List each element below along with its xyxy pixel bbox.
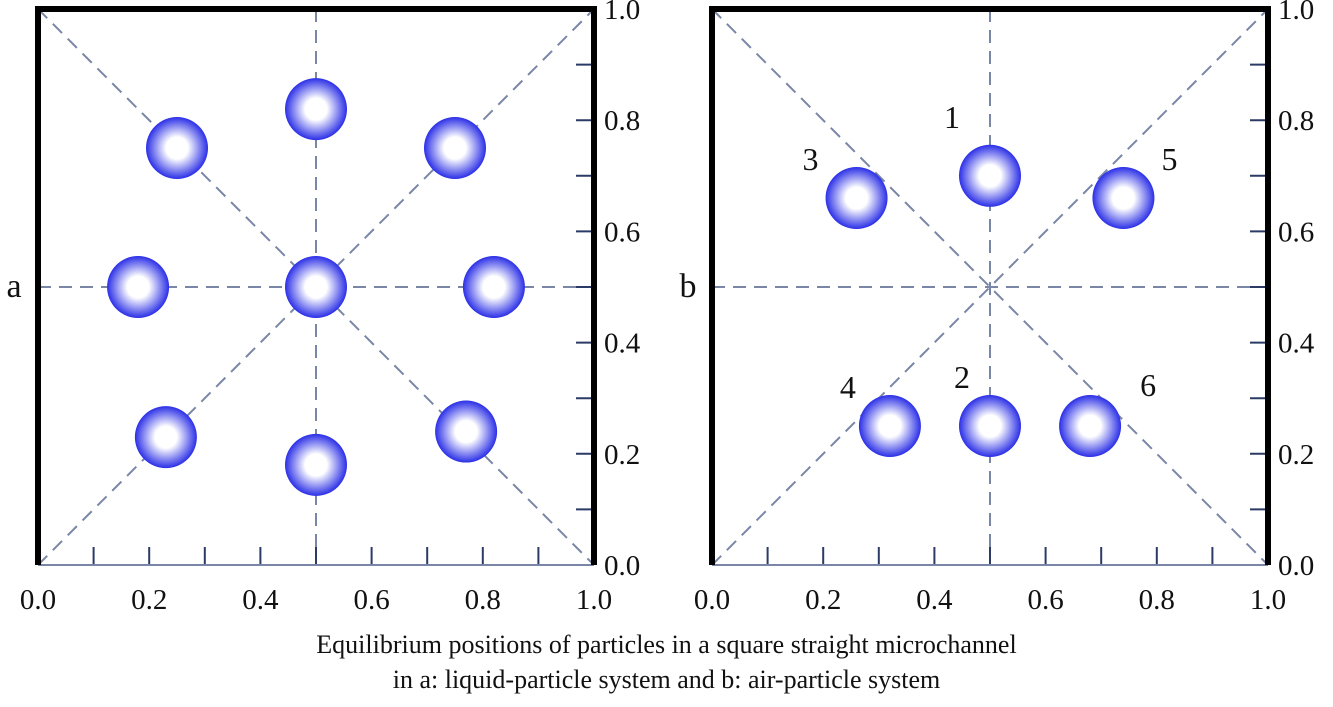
a-x-tick-label: 0.0 xyxy=(20,584,56,616)
a-particle xyxy=(134,406,197,469)
b-particle-label: 2 xyxy=(954,359,970,395)
caption-line-2: in a: liquid-particle system and b: air-… xyxy=(392,665,941,694)
a-particle xyxy=(435,400,498,463)
b-y-tick-label: 0.2 xyxy=(1278,439,1314,471)
b-panel-label: b xyxy=(680,268,697,305)
a-y-tick-label: 0.4 xyxy=(604,328,641,360)
b-guide-diagonal xyxy=(711,8,1269,566)
b-y-tick-label: 0.6 xyxy=(1278,216,1314,248)
a-particle xyxy=(424,117,486,179)
a-particle xyxy=(462,256,525,318)
a-y-tick-label: 1.0 xyxy=(604,0,640,26)
b-y-tick-label: 0.0 xyxy=(1278,550,1314,582)
b-particle-label: 1 xyxy=(944,99,960,135)
b-y-tick-label: 1.0 xyxy=(1278,0,1314,26)
a-particle xyxy=(285,256,347,318)
b-particle xyxy=(959,395,1021,457)
a-y-tick-label: 0.8 xyxy=(604,105,640,137)
a-particle xyxy=(285,433,347,496)
b-x-tick-label: 0.4 xyxy=(916,584,953,616)
caption-line-1: Equilibrium positions of particles in a … xyxy=(316,630,1017,659)
a-x-tick-label: 0.4 xyxy=(242,584,279,616)
a-x-tick-label: 0.2 xyxy=(131,584,167,616)
b-x-tick-label: 0.8 xyxy=(1139,584,1175,616)
b-particle-label: 5 xyxy=(1161,141,1177,177)
b-particle xyxy=(959,144,1021,207)
b-x-tick-label: 0.0 xyxy=(694,584,730,616)
b-particle xyxy=(825,167,888,230)
a-y-tick-label: 0.6 xyxy=(604,216,640,248)
a-guide-anti-diagonal xyxy=(37,8,595,566)
b-x-tick-label: 0.2 xyxy=(805,584,841,616)
b-particle-label: 6 xyxy=(1140,367,1156,403)
b-guide-anti-diagonal xyxy=(711,8,1269,566)
a-y-tick-label: 0.0 xyxy=(604,550,640,582)
panel-a-liquid-particle: 0.0 0.2 0.4 0.6 0.8 1.00.00.20.40.60.81.0a xyxy=(6,0,640,616)
a-particle xyxy=(285,78,347,141)
b-particle xyxy=(1092,167,1155,230)
a-particle xyxy=(107,256,170,318)
a-panel-label: a xyxy=(6,268,21,305)
b-x-tick-label: 1.0 xyxy=(1250,584,1286,616)
b-particle xyxy=(1059,395,1122,457)
b-particle xyxy=(858,395,921,457)
b-y-tick-label: 0.8 xyxy=(1278,105,1314,137)
b-particle-label: 3 xyxy=(803,141,819,177)
b-x-tick-label: 0.6 xyxy=(1027,584,1063,616)
a-frame xyxy=(35,6,597,565)
a-x-tick-label: 1.0 xyxy=(576,584,612,616)
a-guide-diagonal xyxy=(37,8,595,566)
a-particle xyxy=(146,117,208,179)
b-particle-label: 4 xyxy=(840,369,856,405)
b-frame xyxy=(709,6,1271,565)
a-y-tick-label: 0.2 xyxy=(604,439,640,471)
a-x-tick-label: 0.6 xyxy=(353,584,389,616)
a-x-tick-label: 0.8 xyxy=(465,584,501,616)
b-y-tick-label: 0.4 xyxy=(1278,328,1315,360)
